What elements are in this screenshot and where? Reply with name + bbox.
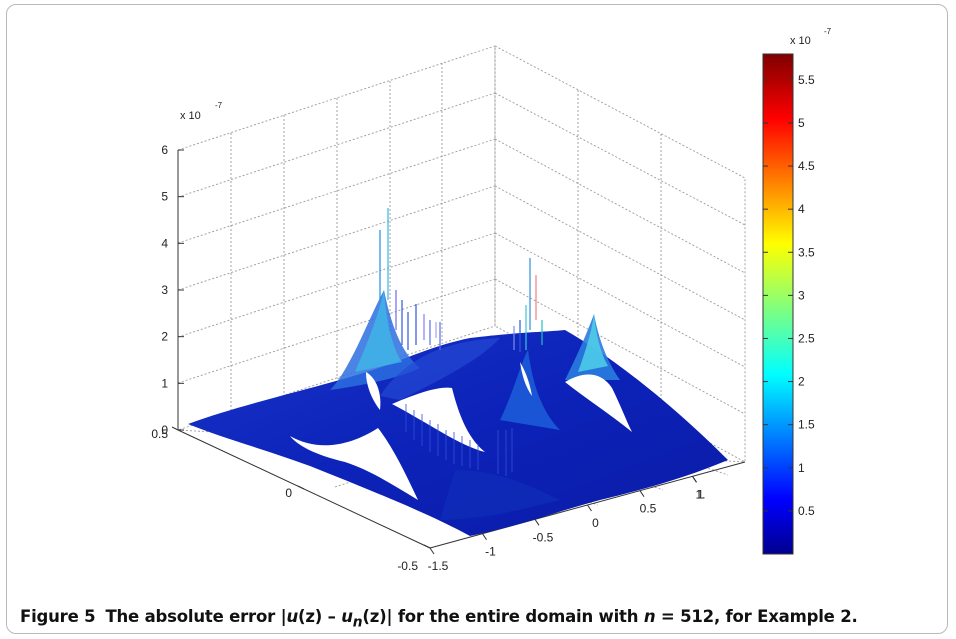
tick-mark [171, 426, 179, 431]
x-tick-label: -1 [485, 545, 496, 559]
x-tick-label: 0 [592, 516, 599, 530]
tick-mark [587, 504, 592, 512]
z-tick-label: 3 [161, 283, 168, 297]
x-tick-label: 1 [697, 487, 704, 501]
x-tick-label: -0.5 [533, 530, 554, 544]
z-tick-label: 2 [161, 330, 168, 344]
colorbar-tick-label: 3.5 [798, 245, 815, 259]
z-tick-label: 0 [161, 423, 168, 437]
colorbar-multiplier-base: x 10 [790, 35, 811, 47]
z-tick-label: 4 [161, 236, 168, 250]
z-axis-multiplier: x 10 -7 [180, 101, 223, 122]
x-axis-ticks: -1.5 -1 -0.5 0 0.5 11. [428, 476, 706, 573]
y-axis-ticks: -0.500.5 [151, 426, 431, 573]
colorbar-tick-label: 0.5 [798, 504, 815, 518]
tick-mark [534, 519, 540, 526]
z-tick-label: 1 [161, 376, 168, 390]
tick-mark [429, 547, 435, 555]
colorbar-tick-label: 1.5 [798, 418, 815, 432]
colorbar-tick-label: 2 [798, 375, 805, 389]
tick-mark [482, 533, 487, 540]
colorbar-tick-label: 5.5 [798, 73, 815, 87]
colorbar: 0.5 1 1.5 2 2.5 3 3.5 4 4.5 5 5.5 x 10 -7 [762, 27, 832, 555]
colorbar-tick-label: 3 [798, 288, 805, 302]
surface-holes [290, 362, 632, 500]
colorbar-tick-label: 2.5 [798, 331, 815, 345]
colorbar-tick-label: 5 [798, 116, 805, 130]
colorbar-ticks: 0.5 1 1.5 2 2.5 3 3.5 4 4.5 5 5.5 [763, 73, 815, 518]
tick-mark [423, 544, 431, 549]
tick-mark [639, 490, 645, 497]
figure-label: Figure 5 [20, 607, 96, 626]
x-tick-label: 1. [695, 487, 705, 501]
y-tick-label: 0 [285, 486, 292, 500]
x-tick-label: -1.5 [428, 559, 449, 573]
x-tick-label: 0.5 [640, 502, 657, 516]
colorbar-multiplier-exp: -7 [824, 27, 832, 36]
z-tick-label: 5 [161, 190, 168, 204]
spikes [379, 135, 543, 476]
colorbar-tick-label: 4.5 [798, 159, 815, 173]
y-tick-label: 0.5 [151, 427, 168, 441]
z-tick-label: 6 [161, 143, 168, 157]
colorbar-tick-label: 1 [798, 461, 805, 475]
colorbar-tick-label: 4 [798, 202, 805, 216]
tick-mark [692, 476, 697, 483]
tick-mark [297, 485, 305, 490]
z-multiplier-exp: -7 [215, 101, 223, 110]
colorbar-gradient [762, 53, 794, 555]
z-axis-ticks: 0 1 2 3 4 5 6 [161, 143, 184, 437]
y-tick-label: -0.5 [397, 559, 418, 573]
figure-caption: Figure 5 The absolute error |u(z) – un(z)… [20, 607, 858, 631]
z-multiplier-base: x 10 [180, 110, 201, 122]
